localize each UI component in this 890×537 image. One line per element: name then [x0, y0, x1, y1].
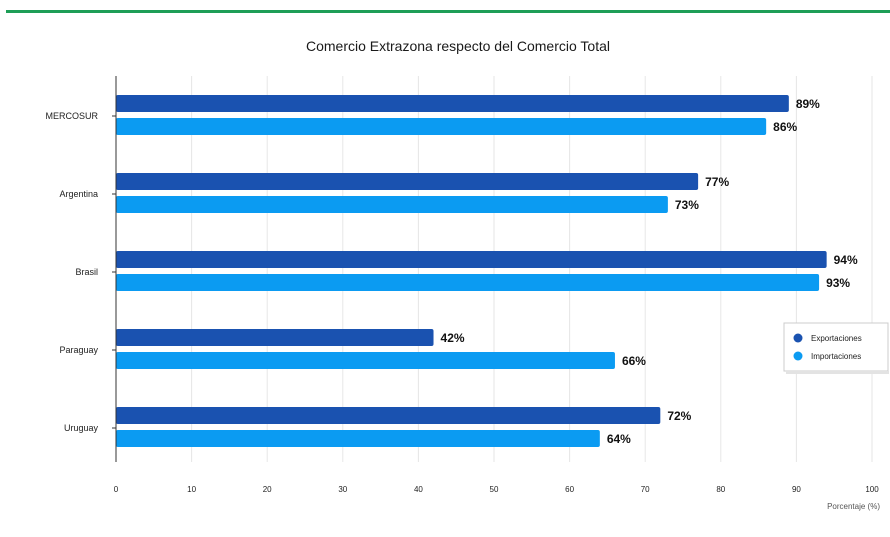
data-label: 42% — [441, 331, 465, 345]
y-category-label: Argentina — [59, 189, 98, 199]
legend-marker — [793, 351, 803, 361]
bar-importaciones-argentina[interactable] — [116, 196, 668, 213]
legend-box — [783, 322, 889, 372]
x-tick-label: 20 — [263, 485, 272, 494]
data-label: 64% — [607, 432, 631, 446]
x-tick-label: 10 — [187, 485, 196, 494]
y-category-label: MERCOSUR — [45, 111, 98, 121]
x-tick-label: 0 — [114, 485, 119, 494]
x-tick-label: 40 — [414, 485, 423, 494]
data-label: 94% — [834, 253, 858, 267]
legend-item-label[interactable]: Importaciones — [811, 352, 861, 361]
axes: 0 10 20 30 40 50 60 70 80 90 100 MERCOSUR Argentina B… — [45, 76, 879, 494]
bars: 89% 86% 77% 73% 94% 93% 42% 66% 72% 64% — [116, 95, 858, 447]
x-tick-label: 100 — [865, 485, 879, 494]
x-tick-label: 50 — [490, 485, 499, 494]
y-category-label: Brasil — [75, 267, 98, 277]
data-label: 86% — [773, 120, 797, 134]
x-axis-title: Porcentaje (%) — [827, 502, 880, 511]
bar-importaciones-paraguay[interactable] — [116, 352, 615, 369]
data-label: 77% — [705, 175, 729, 189]
bar-importaciones-uruguay[interactable] — [116, 430, 600, 447]
data-label: 89% — [796, 97, 820, 111]
bar-importaciones-brasil[interactable] — [116, 274, 820, 291]
bar-exportaciones-paraguay[interactable] — [116, 329, 434, 346]
bar-exportaciones-brasil[interactable] — [116, 251, 827, 268]
data-label: 93% — [826, 276, 850, 290]
x-tick-label: 30 — [338, 485, 347, 494]
y-category-label: Uruguay — [64, 423, 99, 433]
gridlines — [191, 76, 873, 462]
x-tick-label: 80 — [716, 485, 725, 494]
legend[interactable]: Exportaciones Importaciones — [783, 322, 889, 374]
x-tick-label: 90 — [792, 485, 801, 494]
chart-title: Comercio Extrazona respecto del Comercio… — [306, 38, 610, 54]
data-label: 66% — [622, 354, 646, 368]
y-category-label: Paraguay — [59, 345, 98, 355]
data-label: 72% — [667, 409, 691, 423]
legend-marker — [793, 333, 803, 343]
legend-item-label[interactable]: Exportaciones — [811, 334, 862, 343]
data-label: 73% — [675, 198, 699, 212]
bar-exportaciones-uruguay[interactable] — [116, 407, 661, 424]
bar-exportaciones-argentina[interactable] — [116, 173, 699, 190]
bar-importaciones-mercosur[interactable] — [116, 118, 767, 135]
x-tick-label: 70 — [641, 485, 650, 494]
legend-shadow — [786, 371, 889, 374]
x-tick-label: 60 — [565, 485, 574, 494]
bar-exportaciones-mercosur[interactable] — [116, 95, 789, 112]
